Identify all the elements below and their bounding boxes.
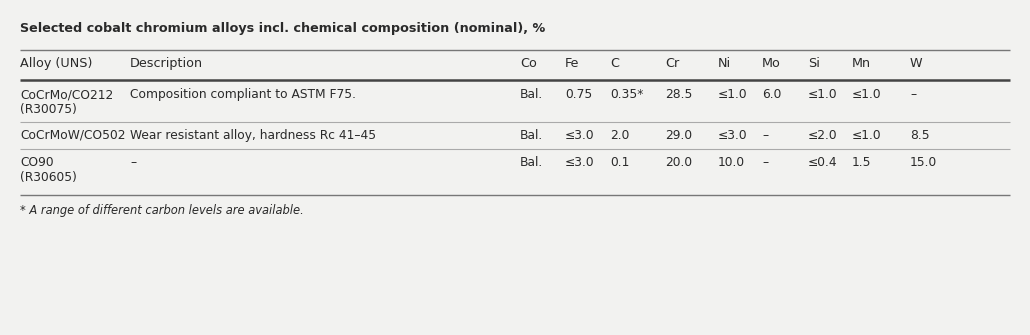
- Text: 29.0: 29.0: [665, 129, 692, 142]
- Text: C: C: [610, 57, 619, 70]
- Text: (R30605): (R30605): [20, 171, 77, 184]
- Text: Alloy (UNS): Alloy (UNS): [20, 57, 93, 70]
- Text: Ni: Ni: [718, 57, 731, 70]
- Text: (R30075): (R30075): [20, 103, 77, 116]
- Text: Bal.: Bal.: [520, 156, 543, 169]
- Text: Si: Si: [808, 57, 820, 70]
- Text: 2.0: 2.0: [610, 129, 629, 142]
- Text: –: –: [762, 129, 768, 142]
- Text: –: –: [130, 156, 136, 169]
- Text: ≤1.0: ≤1.0: [852, 88, 882, 101]
- Text: Bal.: Bal.: [520, 129, 543, 142]
- Text: ≤1.0: ≤1.0: [852, 129, 882, 142]
- Text: Composition compliant to ASTM F75.: Composition compliant to ASTM F75.: [130, 88, 356, 101]
- Text: ≤2.0: ≤2.0: [808, 129, 837, 142]
- Text: –: –: [909, 88, 916, 101]
- Text: Bal.: Bal.: [520, 88, 543, 101]
- Text: ≤3.0: ≤3.0: [718, 129, 748, 142]
- Text: CO90: CO90: [20, 156, 54, 169]
- Text: 0.35*: 0.35*: [610, 88, 644, 101]
- Text: Mn: Mn: [852, 57, 871, 70]
- Text: CoCrMoW/CO502: CoCrMoW/CO502: [20, 129, 126, 142]
- Text: 20.0: 20.0: [665, 156, 692, 169]
- Text: Fe: Fe: [565, 57, 579, 70]
- Text: Wear resistant alloy, hardness Rc 41–45: Wear resistant alloy, hardness Rc 41–45: [130, 129, 376, 142]
- Text: 10.0: 10.0: [718, 156, 745, 169]
- Text: Cr: Cr: [665, 57, 679, 70]
- Text: –: –: [762, 156, 768, 169]
- Text: ≤1.0: ≤1.0: [718, 88, 748, 101]
- Text: ≤3.0: ≤3.0: [565, 156, 594, 169]
- Text: ≤0.4: ≤0.4: [808, 156, 837, 169]
- Text: 8.5: 8.5: [909, 129, 930, 142]
- Text: ≤3.0: ≤3.0: [565, 129, 594, 142]
- Text: W: W: [909, 57, 923, 70]
- Text: ≤1.0: ≤1.0: [808, 88, 837, 101]
- Text: 0.1: 0.1: [610, 156, 629, 169]
- Text: Selected cobalt chromium alloys incl. chemical composition (nominal), %: Selected cobalt chromium alloys incl. ch…: [20, 22, 545, 35]
- Text: 28.5: 28.5: [665, 88, 692, 101]
- Text: 0.75: 0.75: [565, 88, 592, 101]
- Text: Description: Description: [130, 57, 203, 70]
- Text: 15.0: 15.0: [909, 156, 937, 169]
- Text: Co: Co: [520, 57, 537, 70]
- Text: CoCrMo/CO212: CoCrMo/CO212: [20, 88, 113, 101]
- Text: 6.0: 6.0: [762, 88, 782, 101]
- Text: * A range of different carbon levels are available.: * A range of different carbon levels are…: [20, 204, 304, 217]
- Text: Mo: Mo: [762, 57, 781, 70]
- Text: 1.5: 1.5: [852, 156, 871, 169]
